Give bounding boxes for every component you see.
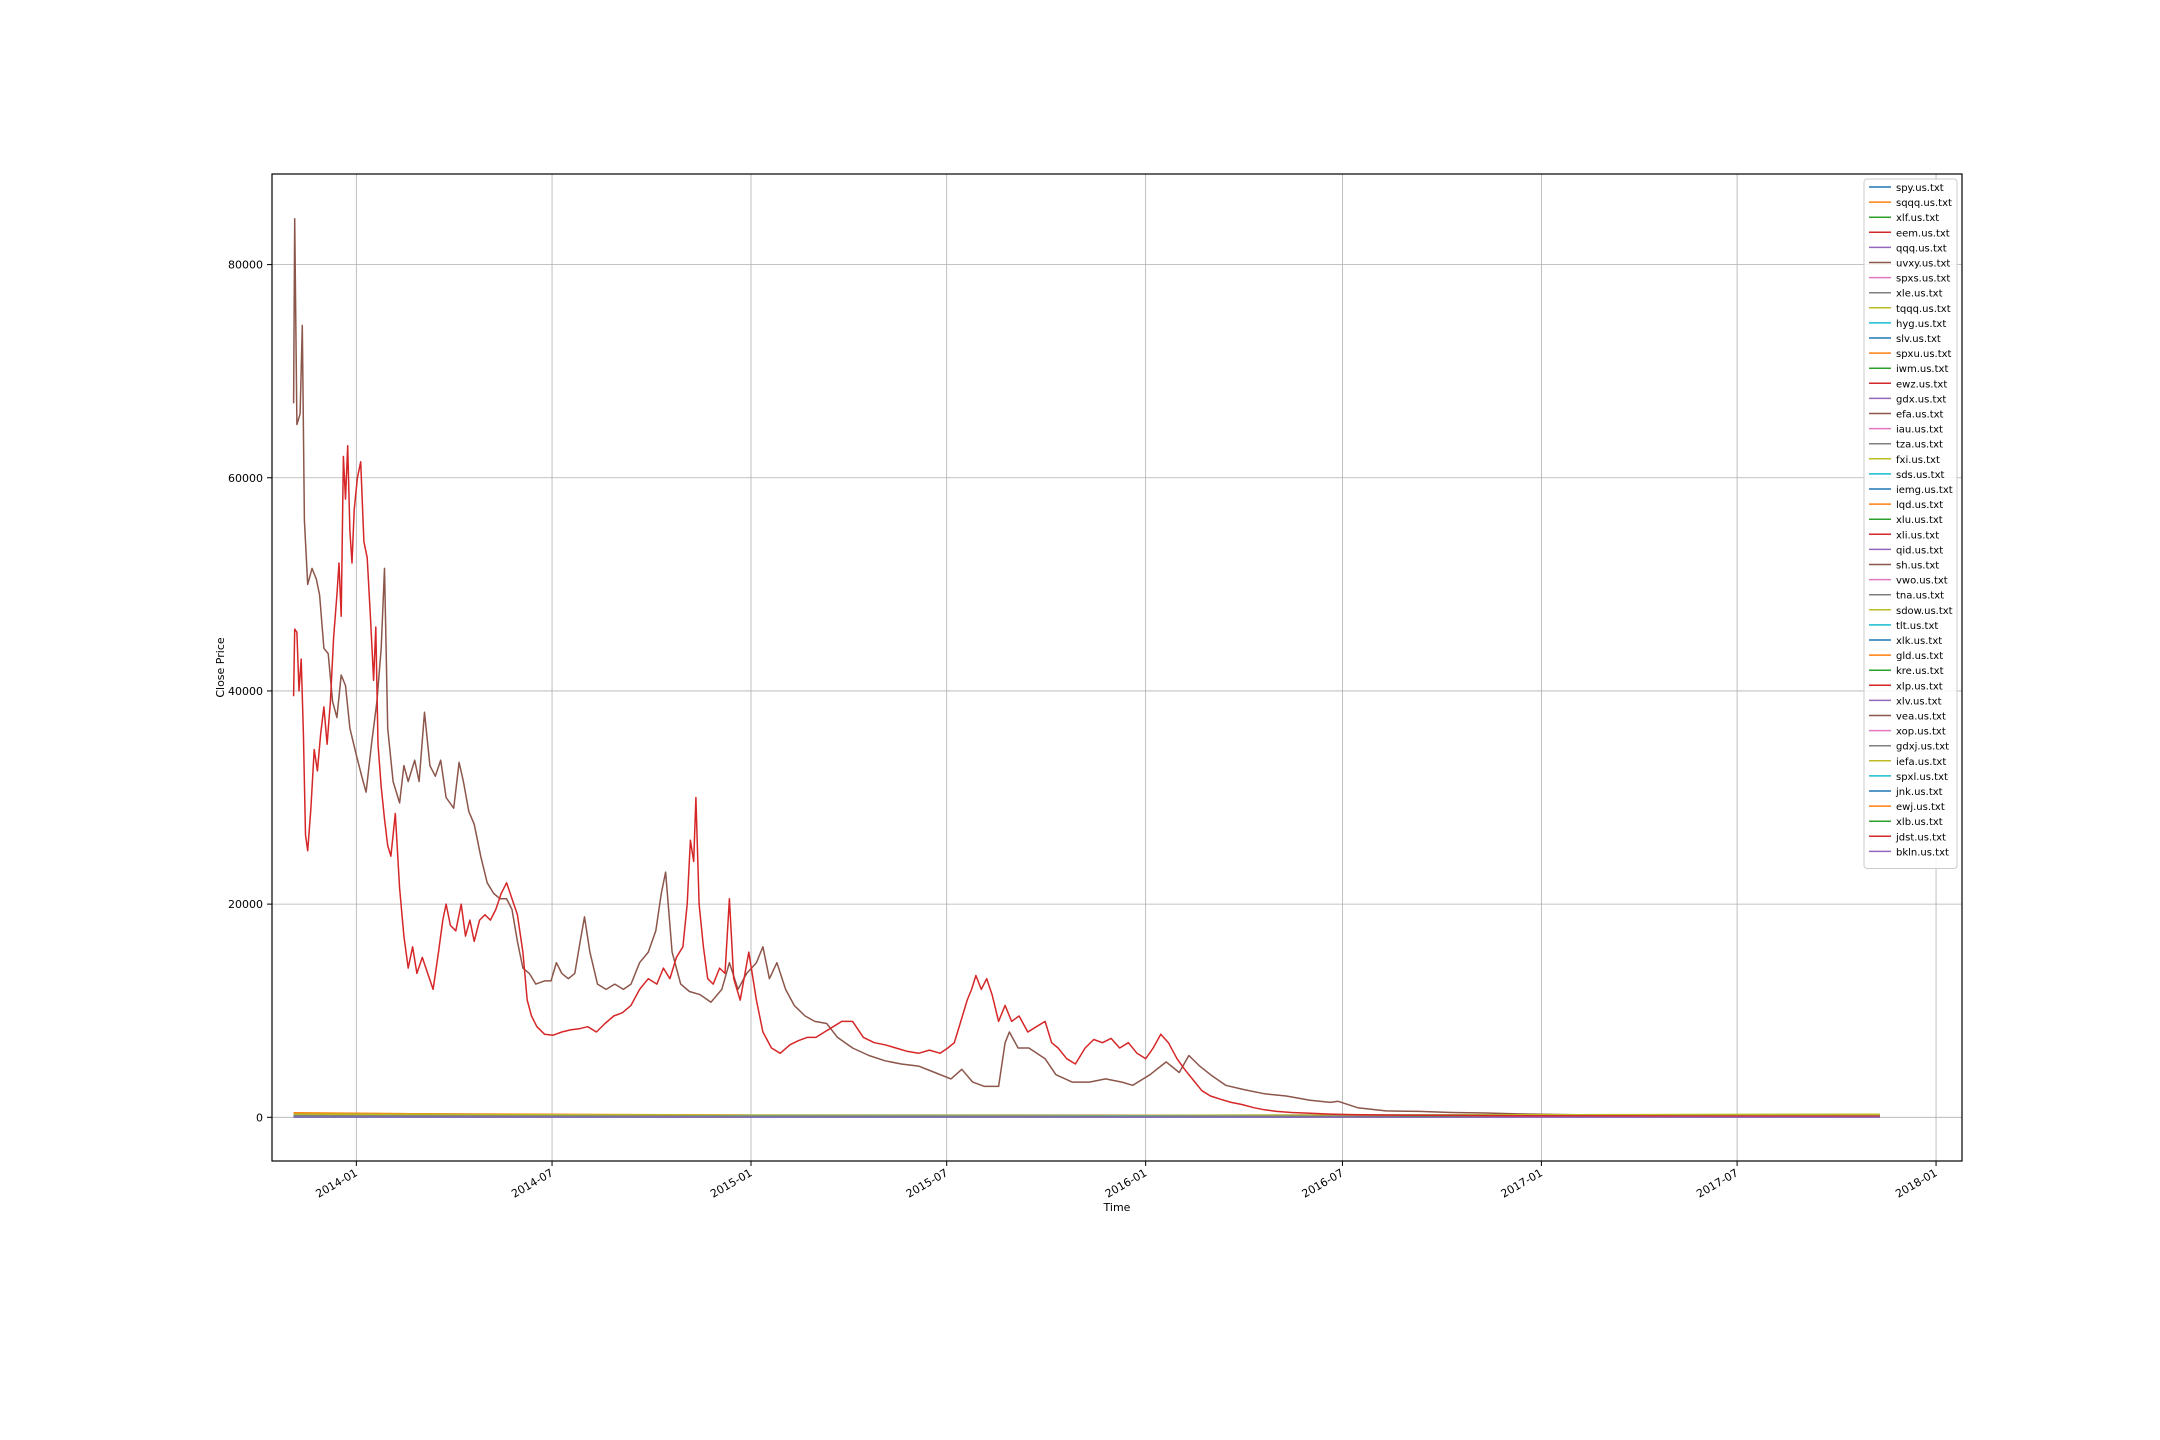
legend-entry: vea.us.txt [1896, 712, 1946, 723]
legend-entry: xlb.us.txt [1896, 817, 1943, 828]
legend-entry: sdow.us.txt [1896, 606, 1953, 617]
legend-entry: xle.us.txt [1896, 289, 1943, 300]
legend-entry: spxl.us.txt [1896, 772, 1948, 783]
y-axis: 0 20000 40000 60000 80000 [228, 259, 272, 1124]
legend-entry: xlk.us.txt [1896, 636, 1942, 647]
legend-entry: jnk.us.txt [1895, 787, 1943, 798]
legend-entry: xop.us.txt [1896, 727, 1946, 738]
legend-entry: spxu.us.txt [1896, 349, 1952, 360]
legend: spy.us.txt sqqq.us.txt xlf.us.txt eem.us.tx… [1863, 178, 1958, 869]
series-line-jdst [292, 445, 1880, 1118]
y-tick-label: 20000 [228, 898, 263, 911]
legend-entry: tza.us.txt [1896, 440, 1943, 451]
legend-entry: qid.us.txt [1896, 545, 1943, 556]
legend-entry: ewj.us.txt [1896, 802, 1945, 813]
legend-entry: iefa.us.txt [1896, 757, 1946, 768]
y-tick-label: 0 [256, 1111, 263, 1124]
legend-entry: xlf.us.txt [1896, 213, 1939, 224]
y-axis-label: Close Price [214, 637, 227, 698]
legend-entry: iwm.us.txt [1896, 364, 1948, 375]
legend-entry: xlv.us.txt [1896, 696, 1942, 707]
legend-entry: iemg.us.txt [1896, 485, 1953, 496]
legend-entry: sh.us.txt [1896, 561, 1939, 572]
legend-entry: tqqq.us.txt [1896, 304, 1951, 315]
legend-entry: lqd.us.txt [1896, 500, 1943, 511]
legend-entry: kre.us.txt [1896, 666, 1944, 677]
legend-entry: iau.us.txt [1896, 425, 1943, 436]
legend-entry: slv.us.txt [1896, 334, 1941, 345]
legend-entry: tna.us.txt [1896, 591, 1944, 602]
y-tick-label: 60000 [228, 472, 263, 485]
legend-entry: gld.us.txt [1896, 651, 1943, 662]
legend-entry: bkln.us.txt [1896, 847, 1949, 858]
legend-box [1863, 178, 1958, 869]
legend-entry: jdst.us.txt [1895, 832, 1946, 843]
legend-entry: fxi.us.txt [1896, 455, 1940, 466]
legend-entry: sqqq.us.txt [1896, 198, 1952, 209]
plot-frame [271, 173, 1963, 1162]
legend-entry: gdxj.us.txt [1896, 742, 1949, 753]
y-tick-label: 40000 [228, 685, 263, 698]
legend-entry: ewz.us.txt [1896, 379, 1947, 390]
legend-entry: gdx.us.txt [1896, 394, 1946, 405]
legend-entry: efa.us.txt [1896, 410, 1944, 421]
legend-entry: hyg.us.txt [1896, 319, 1946, 330]
x-axis-label: Time [1103, 1201, 1131, 1214]
y-tick-label: 80000 [228, 259, 263, 272]
legend-entry: xlp.us.txt [1896, 681, 1943, 692]
legend-entry: uvxy.us.txt [1896, 259, 1950, 270]
series-line-uvxy [292, 218, 1880, 1117]
legend-entry: qqq.us.txt [1896, 243, 1947, 254]
legend-entry: eem.us.txt [1896, 228, 1950, 239]
legend-entry: sds.us.txt [1896, 470, 1945, 481]
legend-entry: spxs.us.txt [1896, 274, 1950, 285]
legend-entry: spy.us.txt [1896, 183, 1944, 194]
legend-entry: xlu.us.txt [1896, 515, 1943, 526]
legend-entry: xli.us.txt [1896, 530, 1939, 541]
legend-entry: tlt.us.txt [1896, 621, 1938, 632]
legend-entry: vwo.us.txt [1896, 576, 1948, 587]
plot-lines [292, 218, 1880, 1118]
